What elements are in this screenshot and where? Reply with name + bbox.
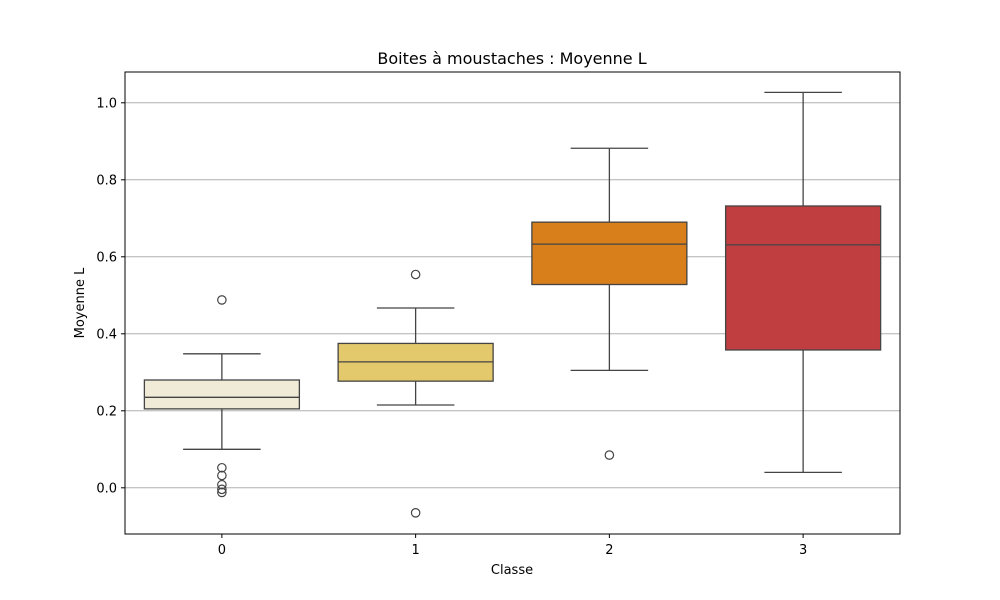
box-iqr [143,379,301,410]
x-tick-label: 0 [218,543,226,558]
outlier-point [217,487,227,498]
plot-frame [124,71,901,535]
grid-lines [125,102,900,489]
y-tick-label: 0.0 [96,481,117,496]
chart-title: Boites à moustaches : Moyenne L [377,49,646,68]
y-tick-label: 1.0 [96,96,117,111]
box-iqr [724,205,882,351]
y-tick-label: 0.8 [96,173,117,188]
y-axis-label: Moyenne L [73,267,88,338]
y-tick-label: 0.4 [96,327,117,342]
box-group-2 [531,147,688,460]
outlier-point [217,479,227,490]
outlier-point [410,508,421,518]
outlier-point [217,295,227,305]
x-axis-ticks: 0 1 2 3 [218,534,807,558]
outlier-point [410,269,421,280]
x-axis-label: Classe [491,563,533,578]
x-tick-label: 3 [799,543,807,558]
outlier-point [217,470,227,481]
x-tick-label: 1 [411,543,419,558]
outlier-point [217,462,227,473]
boxes [143,91,882,518]
outlier-point [604,450,615,460]
box-group-3 [724,91,882,474]
box-iqr [531,221,688,286]
y-axis-ticks: 0.0 0.2 0.4 0.6 0.8 1.0 [96,96,125,496]
y-tick-label: 0.2 [96,404,117,419]
box-group-1 [337,269,494,518]
x-tick-label: 2 [605,543,613,558]
outlier-point [217,484,227,495]
y-tick-label: 0.6 [96,250,117,265]
box-group-0 [143,295,301,498]
